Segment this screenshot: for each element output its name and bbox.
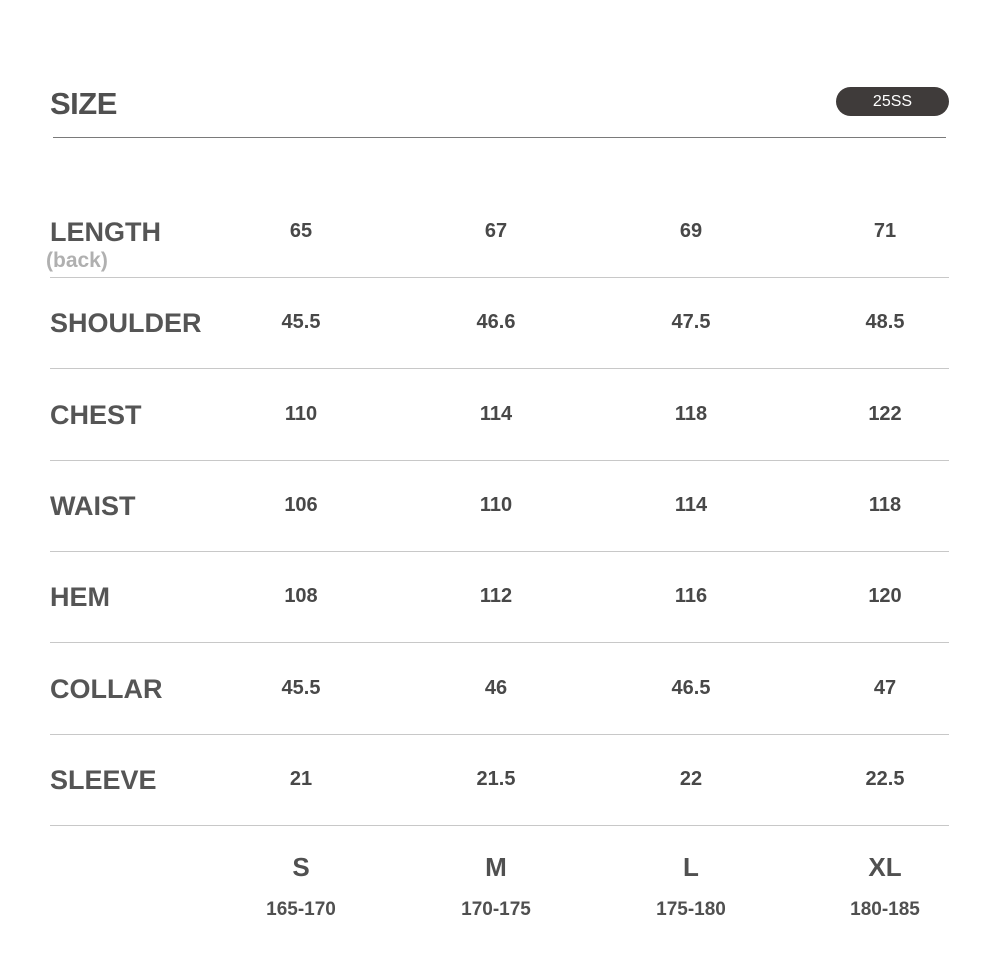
- cell-value: 110: [284, 402, 318, 425]
- table-row-shoulder: SHOULDER 45.5 46.6 47.5 48.5: [0, 308, 1000, 399]
- row-divider: [50, 733, 949, 735]
- cell-value: 114: [479, 402, 513, 425]
- row-label: SHOULDER: [50, 308, 202, 339]
- cell-value: 110: [479, 493, 513, 516]
- table-row-hem: HEM 108 112 116 120: [0, 582, 1000, 673]
- table-row-sleeve: SLEEVE 21 21.5 22 22.5: [0, 765, 1000, 856]
- size-height-range: 170-175: [461, 899, 531, 920]
- cell-value: 114: [674, 493, 708, 516]
- cell-value: 67: [484, 220, 508, 242]
- cell-value: 71: [873, 220, 897, 242]
- row-label: CHEST: [50, 399, 142, 430]
- cell-value: 45.5: [281, 676, 321, 699]
- cell-value: 21: [289, 767, 313, 790]
- header-divider: [53, 137, 946, 138]
- size-name: XL: [868, 852, 902, 882]
- row-label: WAIST: [50, 490, 136, 521]
- size-name: L: [683, 852, 699, 882]
- row-divider: [50, 824, 949, 826]
- row-label: HEM: [50, 582, 110, 613]
- row-label: SLEEVE: [50, 764, 157, 795]
- season-badge: 25SS: [836, 87, 949, 116]
- table-row-waist: WAIST 106 110 114 118: [0, 491, 1000, 582]
- row-divider: [50, 368, 949, 370]
- size-height-range: 180-185: [850, 899, 920, 920]
- row-label: LENGTH: [50, 217, 161, 247]
- table-row-collar: COLLAR 45.5 46 46.5 47: [0, 674, 1000, 765]
- cell-value: 112: [479, 585, 513, 608]
- cell-value: 22.5: [865, 767, 905, 790]
- row-sublabel: (back): [46, 249, 108, 272]
- row-label: COLLAR: [50, 673, 163, 704]
- cell-value: 46.6: [476, 311, 516, 334]
- cell-value: 22: [679, 767, 703, 790]
- cell-value: 69: [679, 220, 703, 242]
- cell-value: 120: [868, 585, 902, 608]
- table-row-length: LENGTH (back) 65 67 69 71: [0, 217, 1000, 308]
- row-divider: [50, 459, 949, 461]
- size-height-range: 165-170: [266, 899, 336, 920]
- cell-value: 65: [289, 220, 313, 242]
- cell-value: 48.5: [865, 311, 905, 334]
- cell-value: 106: [284, 493, 318, 516]
- cell-value: 46.5: [671, 676, 711, 699]
- page-title: SIZE: [50, 86, 117, 121]
- cell-value: 47: [873, 676, 897, 699]
- table-row-chest: CHEST 110 114 118 122: [0, 400, 1000, 491]
- row-divider: [50, 550, 949, 552]
- cell-value: 116: [674, 585, 708, 608]
- cell-value: 21.5: [476, 767, 516, 790]
- cell-value: 118: [868, 493, 902, 516]
- cell-value: 46: [484, 676, 508, 699]
- size-height-range: 175-180: [656, 899, 726, 920]
- row-divider: [50, 277, 949, 278]
- cell-value: 47.5: [671, 311, 711, 334]
- size-name: S: [292, 852, 310, 882]
- cell-value: 45.5: [281, 311, 321, 334]
- cell-value: 108: [284, 585, 318, 608]
- size-name: M: [485, 852, 507, 882]
- row-divider: [50, 642, 949, 644]
- cell-value: 122: [868, 402, 902, 425]
- cell-value: 118: [674, 402, 708, 425]
